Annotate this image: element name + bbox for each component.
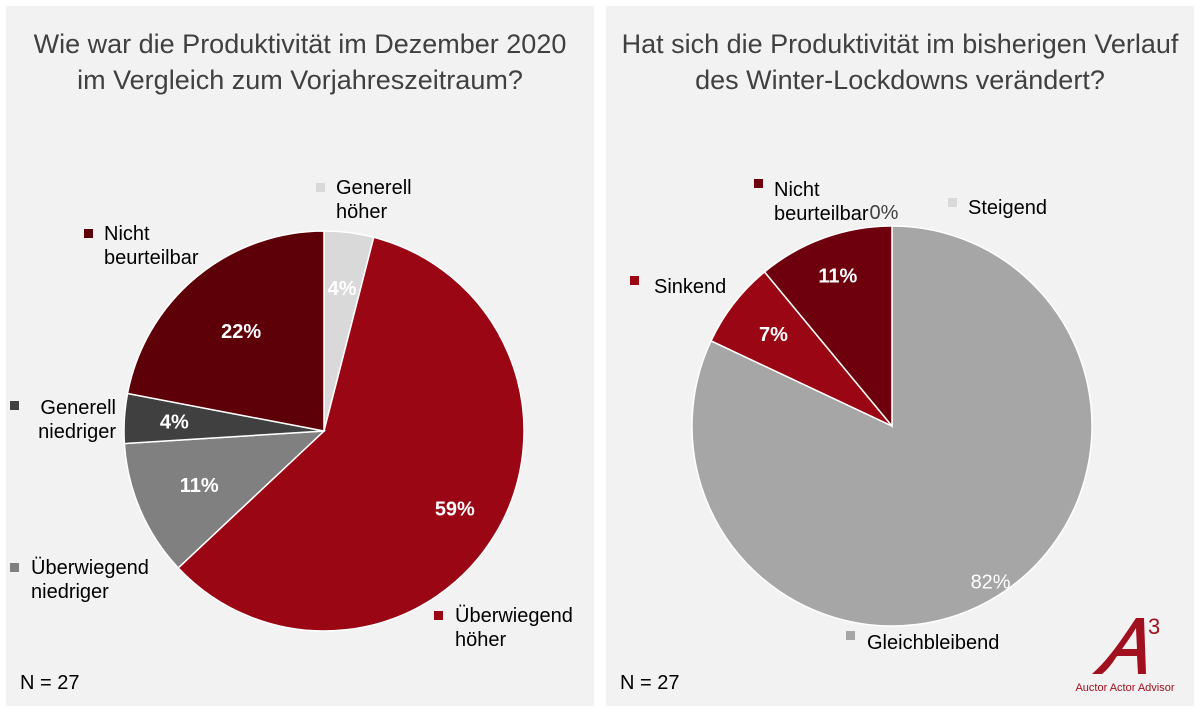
pie-slice-überwiegend-niedriger xyxy=(123,430,327,569)
slice-category-label-sinkend: Sinkend xyxy=(654,276,726,298)
logo-superscript: 3 xyxy=(1148,614,1160,639)
slice-category-label-nicht-beurteilbar: Nicht beurteilbar xyxy=(774,179,869,225)
legend-marker-generell-niedriger xyxy=(10,401,19,410)
legend-marker-nicht-beurteilbar xyxy=(754,179,763,188)
pie-chart-lockdown: 0% Steigend 82% Gleichbleibend 7% Sinkend 11% N… xyxy=(630,179,1093,654)
chart-title: Wie war die Produktivität im Dezember 20… xyxy=(33,29,567,95)
company-logo: 3 Auctor Actor Advisor xyxy=(1062,612,1188,700)
slice-category-label-überwiegend-niedriger: Überwiegend niedriger xyxy=(31,557,149,603)
legend-marker-überwiegend-niedriger xyxy=(10,563,19,572)
pie-slice-nicht-beurteilbar xyxy=(126,230,325,432)
chart-panel-productivity-lockdown: Hat sich die Produktivität im bisherigen… xyxy=(606,6,1194,706)
slice-value-label-generell-niedriger: 4% xyxy=(160,412,189,434)
slice-category-label-generell-niedriger: Generell niedriger xyxy=(38,397,116,443)
slice-value-label-gleichbleibend: 82% xyxy=(971,571,1011,593)
slice-value-label-sinkend: 7% xyxy=(759,324,788,346)
pie-chart-december: 4% Generell höher 59% Überwiegend höher 11% Übe… xyxy=(10,177,573,651)
chart-panel-productivity-december: Wie war die Produktivität im Dezember 20… xyxy=(6,6,594,706)
slice-category-label-steigend: Steigend xyxy=(968,197,1047,219)
sample-size-label: N = 27 xyxy=(20,672,80,694)
slice-value-label-überwiegend-niedriger: 11% xyxy=(180,475,219,497)
slice-value-label-nicht-beurteilbar: 11% xyxy=(818,265,857,287)
slice-category-label-nicht-beurteilbar: Nicht beurteilbar xyxy=(104,223,199,269)
pie-slice-nicht-beurteilbar xyxy=(763,225,893,429)
legend-marker-sinkend xyxy=(630,276,639,285)
legend-marker-gleichbleibend xyxy=(846,631,855,640)
pie-slice-überwiegend-höher xyxy=(177,236,525,632)
slice-category-label-überwiegend-höher: Überwiegend höher xyxy=(455,605,573,651)
legend-marker-generell-höher xyxy=(316,183,325,192)
slice-category-label-gleichbleibend: Gleichbleibend xyxy=(867,632,999,654)
slice-value-label-generell-höher: 4% xyxy=(328,278,357,300)
slice-value-label-überwiegend-höher: 59% xyxy=(435,498,475,520)
logo-mark-icon: 3 xyxy=(1092,614,1160,674)
slice-category-label-generell-höher: Generell höher xyxy=(336,177,412,223)
legend-marker-überwiegend-höher xyxy=(434,611,443,620)
chart-title: Hat sich die Produktivität im bisherigen… xyxy=(621,29,1179,95)
legend-marker-steigend xyxy=(948,198,957,207)
legend-marker-nicht-beurteilbar xyxy=(84,229,93,238)
slice-value-label-steigend: 0% xyxy=(870,202,899,224)
logo-tagline: Auctor Actor Advisor xyxy=(1075,682,1175,694)
slice-value-label-nicht-beurteilbar: 22% xyxy=(221,321,261,343)
sample-size-label: N = 27 xyxy=(620,672,680,694)
